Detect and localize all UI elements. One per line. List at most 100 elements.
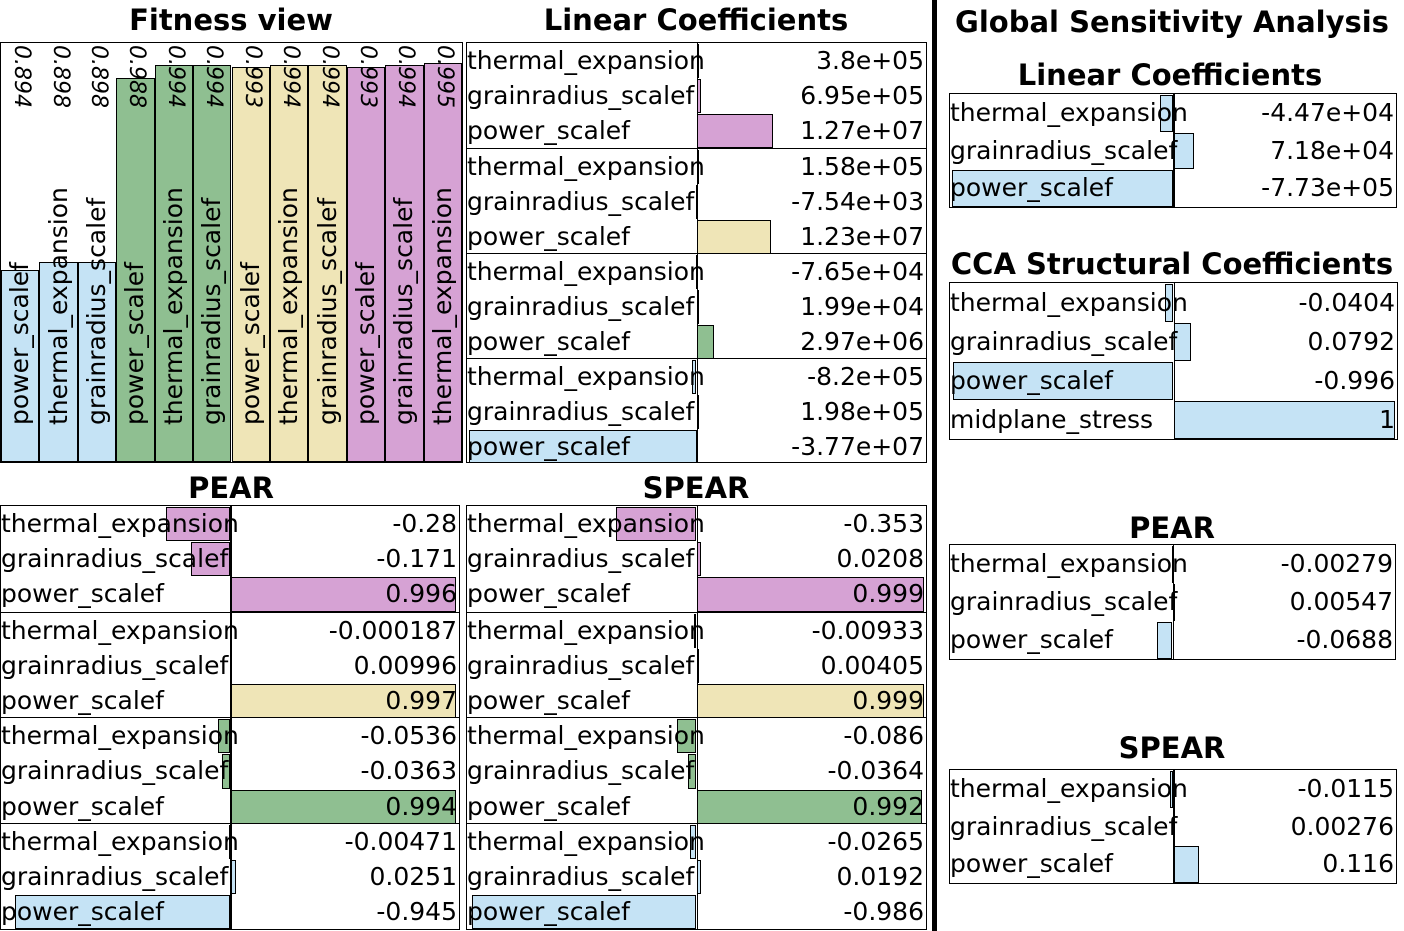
zero-axis xyxy=(696,506,698,929)
coefficient-row: power_scalef 1.23e+07 xyxy=(467,219,926,254)
fitness-variable-label: grainradius_scalef xyxy=(389,197,419,425)
coefficient-value: 3.8e+05 xyxy=(816,46,924,75)
fitness-variable-label: thermal_expansion xyxy=(427,187,457,425)
coefficient-bar xyxy=(230,789,456,824)
coefficient-group: thermal_expansion -0.0115 grainradius_scal… xyxy=(950,770,1396,883)
variable-label: thermal_expansion xyxy=(467,46,705,75)
variable-label: thermal_expansion xyxy=(467,615,705,645)
coefficient-value: -0.0536 xyxy=(360,721,458,751)
zero-axis xyxy=(1173,770,1175,883)
variable-label: thermal_expansion xyxy=(467,362,705,391)
coefficient-bar xyxy=(696,577,924,612)
variable-label: thermal_expansion xyxy=(467,152,705,181)
fitness-value-label: 0.995 xyxy=(431,45,457,108)
fitness-column: 0.994 grainradius_scalef xyxy=(385,43,424,462)
pear-chart: thermal_expansion -0.28 grainradius_scalef… xyxy=(0,505,460,930)
fitness-bar xyxy=(116,77,155,462)
spear-title: SPEAR xyxy=(642,471,750,505)
coefficient-row: thermal_expansion -0.00471 xyxy=(1,824,459,859)
variable-label: power_scalef xyxy=(467,685,630,715)
fitness-bar xyxy=(231,67,270,462)
fitness-value-label: 0.994 xyxy=(316,45,342,108)
variable-label: thermal_expansion xyxy=(1,826,239,856)
coefficient-bar xyxy=(221,754,230,789)
variable-label: grainradius_scalef xyxy=(950,587,1178,616)
coefficient-value: 1 xyxy=(1379,405,1395,434)
fitness-value-label: 0.898 xyxy=(86,45,112,108)
coefficient-value: -0.0115 xyxy=(1297,774,1395,803)
variable-label: power_scalef xyxy=(467,116,630,145)
coefficient-value: 0.0792 xyxy=(1307,327,1395,356)
coefficient-row: grainradius_scalef 0.0192 xyxy=(467,859,926,895)
coefficient-group: thermal_expansion -0.00279 grainradius_sca… xyxy=(950,545,1395,659)
variable-label: power_scalef xyxy=(1,897,164,927)
variable-label: grainradius_scalef xyxy=(467,861,695,891)
coefficient-bar xyxy=(469,430,697,462)
coefficient-row: thermal_expansion -0.28 xyxy=(1,506,459,542)
variable-label: power_scalef xyxy=(467,222,630,251)
global-sensitivity-title: Global Sensitivity Analysis xyxy=(955,5,1389,39)
coefficient-row: power_scalef -0.986 xyxy=(467,894,926,929)
coefficient-bar xyxy=(696,114,774,148)
coefficient-row: grainradius_scalef 7.18e+04 xyxy=(950,132,1396,170)
coefficient-value: -0.28 xyxy=(392,509,457,538)
variable-label: midplane_stress xyxy=(950,405,1154,434)
coefficient-row: grainradius_scalef 0.00276 xyxy=(950,808,1396,846)
coefficient-row: thermal_expansion -0.00279 xyxy=(950,545,1395,583)
fitness-value-label: 0.994 xyxy=(393,45,419,108)
coefficient-value: -0.0364 xyxy=(827,756,925,786)
coefficient-bar xyxy=(1170,771,1173,808)
coefficient-value: -0.996 xyxy=(1314,366,1395,395)
global-linear-chart: thermal_expansion -4.47e+04 grainradius_sc… xyxy=(949,93,1397,208)
coefficient-row: thermal_expansion -0.0265 xyxy=(467,824,926,859)
fitness-value-label: 0.993 xyxy=(354,45,380,108)
coefficient-value: -7.65e+04 xyxy=(791,257,924,286)
coefficient-group: thermal_expansion -0.0265 grainradius_scal… xyxy=(467,822,926,929)
coefficient-row: power_scalef 0.116 xyxy=(950,845,1396,883)
coefficient-value: -0.000187 xyxy=(328,615,457,645)
coefficient-bar xyxy=(676,719,697,754)
global-spear-chart: thermal_expansion -0.0115 grainradius_scal… xyxy=(949,769,1397,884)
variable-label: grainradius_scalef xyxy=(950,135,1178,165)
variable-label: power_scalef xyxy=(467,579,630,609)
fitness-column: 0.994 grainradius_scalef xyxy=(193,43,232,462)
coefficient-group: thermal_expansion -0.00471 grainradius_sca… xyxy=(1,822,459,929)
fitness-bar xyxy=(346,67,386,462)
coefficient-value: 0.00996 xyxy=(353,650,457,680)
coefficient-row: power_scalef -0.0688 xyxy=(950,621,1395,659)
zero-axis xyxy=(696,43,698,462)
fitness-bar xyxy=(1,269,40,462)
variable-label: thermal_expansion xyxy=(467,257,705,286)
fitness-column: 0.994 thermal_expansion xyxy=(269,43,309,462)
fitness-bar xyxy=(39,261,78,462)
coefficient-value: 0.992 xyxy=(852,791,924,821)
coefficient-group: thermal_expansion -0.000187 grainradius_sc… xyxy=(1,611,459,719)
coefficient-bar xyxy=(696,325,715,359)
coefficient-bar xyxy=(694,613,697,648)
variable-label: power_scalef xyxy=(950,625,1113,654)
variable-label: grainradius_scalef xyxy=(1,756,229,786)
coefficient-row: grainradius_scalef 6.95e+05 xyxy=(467,78,926,113)
fitness-column: 0.894 power_scalef xyxy=(1,43,40,462)
coefficient-bar xyxy=(696,220,771,254)
variable-label: grainradius_scalef xyxy=(467,544,695,574)
coefficient-bar xyxy=(616,507,697,542)
fitness-bar xyxy=(77,261,117,462)
coefficient-group: thermal_expansion -7.65e+04 grainradius_sc… xyxy=(467,253,926,359)
fitness-bar xyxy=(308,65,347,462)
coefficient-bar xyxy=(952,170,1173,207)
variable-label: power_scalef xyxy=(467,327,630,356)
coefficient-value: 1.99e+04 xyxy=(800,292,924,321)
coefficient-value: 0.997 xyxy=(385,685,457,715)
fitness-column: 0.995 thermal_expansion xyxy=(423,43,462,462)
fitness-bar xyxy=(154,65,194,462)
coefficient-row: power_scalef 1.27e+07 xyxy=(467,113,926,148)
coefficient-row: grainradius_scalef -7.54e+03 xyxy=(467,184,926,219)
variable-label: thermal_expansion xyxy=(950,98,1188,127)
coefficient-row: thermal_expansion -0.353 xyxy=(467,506,926,542)
coefficient-value: -7.73e+05 xyxy=(1261,173,1394,203)
coefficient-row: thermal_expansion -0.086 xyxy=(467,718,926,754)
coefficient-value: 6.95e+05 xyxy=(800,81,924,110)
coefficient-bar xyxy=(688,754,697,789)
coefficient-bar xyxy=(1173,846,1199,883)
